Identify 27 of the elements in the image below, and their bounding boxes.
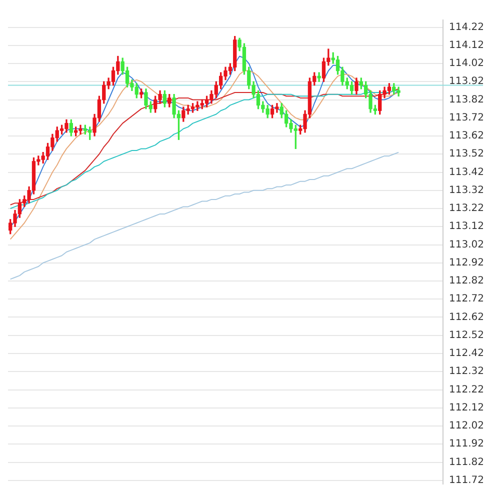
y-tick-label: 112.32: [449, 366, 484, 378]
y-tick-label: 113.92: [449, 76, 484, 88]
y-tick-label: 113.12: [449, 221, 484, 232]
y-tick-label: 112.22: [449, 384, 484, 396]
y-tick-label: 112.62: [449, 312, 484, 323]
y-tick-label: 112.82: [449, 276, 484, 287]
y-tick-label: 113.32: [449, 184, 484, 196]
y-tick-label: 111.72: [449, 474, 484, 486]
y-tick-label: 113.02: [449, 239, 484, 250]
y-tick-label: 112.72: [449, 294, 484, 305]
y-tick-label: 114.02: [449, 58, 484, 70]
y-tick-label: 113.62: [449, 130, 484, 142]
y-tick-label: 113.52: [449, 148, 484, 160]
y-tick-label: 112.42: [449, 348, 484, 360]
y-tick-label: 114.22: [449, 22, 484, 33]
y-tick-label: 112.12: [449, 402, 484, 414]
y-tick-label: 113.22: [449, 203, 484, 214]
y-tick-label: 111.92: [449, 438, 484, 450]
y-tick-label: 111.82: [449, 456, 484, 468]
y-tick-label: 113.42: [449, 166, 484, 178]
y-tick-label: 112.92: [449, 257, 484, 268]
y-tick-label: 114.12: [449, 40, 484, 51]
y-tick-label: 113.72: [449, 112, 484, 124]
y-tick-label: 112.02: [449, 420, 484, 432]
candlestick: [317, 72, 321, 82]
y-tick-label: 112.52: [449, 330, 484, 341]
y-tick-label: 113.82: [449, 94, 484, 106]
